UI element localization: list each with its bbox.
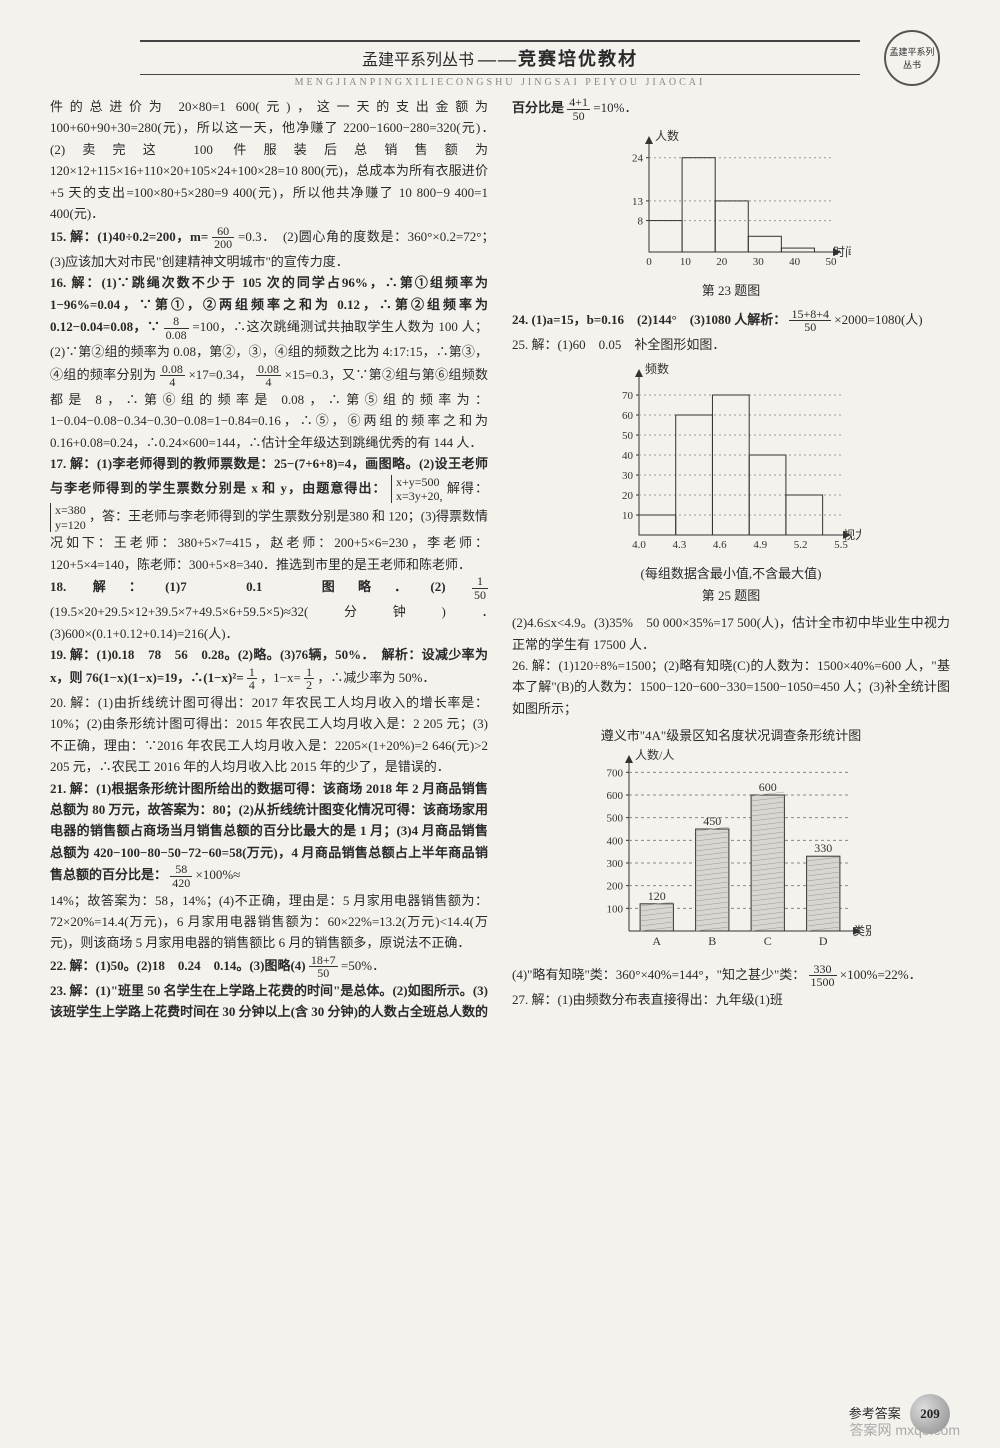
svg-text:700: 700 <box>607 767 624 779</box>
para-intro: 件的总进价为 20×80=1 600(元)，这一天的支出金额为 100+60+9… <box>50 96 488 225</box>
svg-text:400: 400 <box>607 835 624 847</box>
series-stamp: 孟建平系列丛书 <box>884 30 940 86</box>
svg-text:B: B <box>708 934 716 948</box>
solution-15: 15. 解：(1)40÷0.2=200，m= 60200 =0.3． (2)圆心… <box>50 225 488 273</box>
svg-text:人数: 人数 <box>655 128 679 143</box>
svg-text:120: 120 <box>648 889 666 903</box>
svg-text:30: 30 <box>753 256 765 268</box>
svg-text:频数: 频数 <box>645 361 669 376</box>
watermark: 答案网 mxqe.com <box>850 1420 960 1440</box>
svg-text:300: 300 <box>607 858 624 870</box>
svg-text:5.2: 5.2 <box>794 539 808 551</box>
svg-text:40: 40 <box>789 256 801 268</box>
svg-text:24: 24 <box>632 153 644 165</box>
svg-text:4.0: 4.0 <box>632 539 646 551</box>
solution-24: 24. (1)a=15，b=0.16 (2)144° (3)1080 人解析： … <box>512 308 950 334</box>
solution-27: 27. 解：(1)由频数分布表直接得出：九年级(1)班 <box>512 989 950 1010</box>
chart-q26: 遵义市"4A"级景区知名度状况调查条形统计图 10020030040050060… <box>512 725 950 956</box>
chart-q25: 102030405060704.04.34.64.95.25.5频数视力 (每组… <box>512 361 950 606</box>
header-subtitle: MENGJIANPINGXILIECONGSHU JINGSAI PEIYOU … <box>50 77 950 88</box>
page-header: 孟建平系列丛书 ——竞赛培优教材 MENGJIANPINGXILIECONGSH… <box>50 40 950 88</box>
solution-19: 19. 解：(1)0.18 78 56 0.28。(2)略。(3)76辆，50%… <box>50 644 488 692</box>
svg-text:0: 0 <box>646 256 652 268</box>
svg-text:13: 13 <box>632 196 644 208</box>
svg-text:类别: 类别 <box>853 924 871 938</box>
svg-text:600: 600 <box>759 780 777 794</box>
svg-text:100: 100 <box>607 903 624 915</box>
solution-26a: 26. 解：(1)120÷8%=1500；(2)略有知晓(C)的人数为：1500… <box>512 655 950 719</box>
svg-text:450: 450 <box>703 814 721 828</box>
svg-text:20: 20 <box>716 256 728 268</box>
svg-text:10: 10 <box>680 256 692 268</box>
solution-21-right: 14%；故答案为：58，14%；(4)不正确，理由是：5 月家用电器销售额为：7… <box>50 890 488 954</box>
svg-text:200: 200 <box>607 880 624 892</box>
svg-text:600: 600 <box>607 790 624 802</box>
chart-q23: 8132401020304050人数时间(分钟) 第 23 题图 <box>512 128 950 301</box>
svg-text:60: 60 <box>622 410 634 422</box>
svg-text:C: C <box>764 934 772 948</box>
svg-text:40: 40 <box>622 450 634 462</box>
svg-text:D: D <box>819 934 828 948</box>
solution-25b: (2)4.6≤x<4.9。(3)35% 50 000×35%=17 500(人)… <box>512 612 950 655</box>
page-footer: 参考答案 209 <box>50 1394 950 1434</box>
svg-text:330: 330 <box>814 841 832 855</box>
svg-text:4.6: 4.6 <box>713 539 727 551</box>
svg-text:4.3: 4.3 <box>673 539 687 551</box>
footer-label: 参考答案 <box>849 1406 901 1421</box>
solution-26b: (4)"略有知晓"类：360°×40%=144°，"知之甚少"类： 330150… <box>512 963 950 989</box>
solution-21-left: 21. 解：(1)根据条形统计图所给出的数据可得：该商场 2018 年 2 月商… <box>50 778 488 890</box>
svg-text:4.9: 4.9 <box>753 539 767 551</box>
svg-text:30: 30 <box>622 470 634 482</box>
solution-22: 22. 解：(1)50。(2)18 0.24 0.14。(3)图略(4) 18+… <box>50 954 488 980</box>
solution-18: 18. 解：(1)7 0.1 图略．(2) 150 (19.5×20+29.5×… <box>50 575 488 644</box>
svg-text:50: 50 <box>622 430 634 442</box>
book-title: ——竞赛培优教材 <box>478 49 638 69</box>
content-columns: 件的总进价为 20×80=1 600(元)，这一天的支出金额为 100+60+9… <box>50 96 950 1023</box>
svg-text:10: 10 <box>622 510 634 522</box>
svg-text:8: 8 <box>638 216 644 228</box>
series-name: 孟建平系列丛书 <box>362 52 474 69</box>
svg-text:500: 500 <box>607 812 624 824</box>
svg-text:20: 20 <box>622 490 634 502</box>
solution-16: 16. 解：(1)∵跳绳次数不少于 105 次的同学占96%，∴第①组频率为 1… <box>50 272 488 453</box>
solution-17: 17. 解：(1)李老师得到的教师票数是：25−(7+6+8)=4，画图略。(2… <box>50 453 488 575</box>
solution-20: 20. 解：(1)由折线统计图可得出：2017 年农民工人均月收入的增长率是：1… <box>50 692 488 778</box>
svg-text:人数/人: 人数/人 <box>635 747 674 762</box>
solution-25a: 25. 解：(1)60 0.05 补全图形如图． <box>512 334 950 355</box>
svg-text:A: A <box>652 934 661 948</box>
svg-text:视力: 视力 <box>843 527 861 542</box>
svg-text:70: 70 <box>622 390 634 402</box>
svg-text:时间(分钟): 时间(分钟) <box>833 244 851 259</box>
